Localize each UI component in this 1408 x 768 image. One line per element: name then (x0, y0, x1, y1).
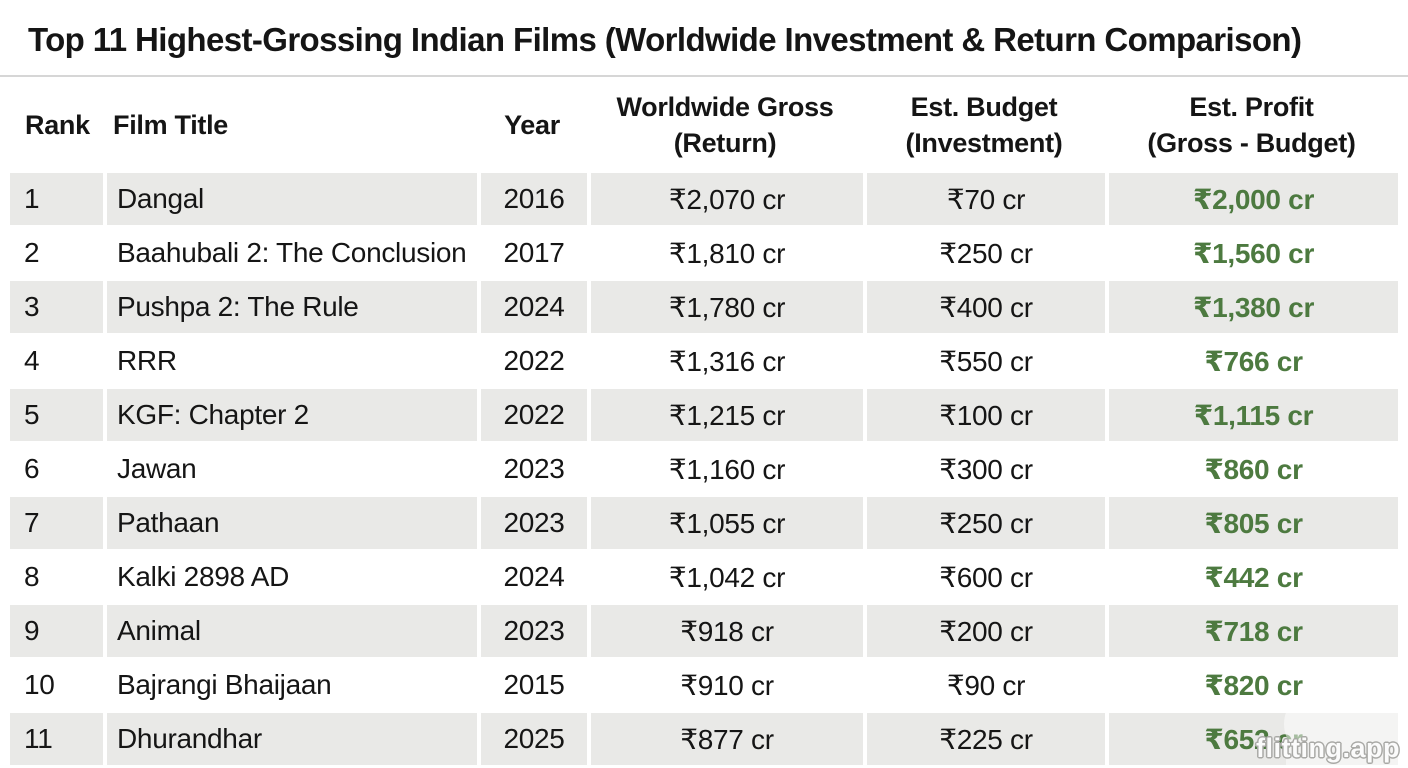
cell-gross: ₹1,810 cr (587, 227, 863, 281)
table-row: 10 Bajrangi Bhaijaan 2015 ₹910 cr ₹90 cr ₹820… (10, 659, 1398, 713)
cell-film: Kalki 2898 AD (103, 551, 477, 605)
col-header-label: Rank (25, 110, 90, 140)
cell-gross: ₹877 cr (587, 713, 863, 767)
table-row: 6 Jawan 2023 ₹1,160 cr ₹300 cr ₹860 cr (10, 443, 1398, 497)
cell-budget: ₹90 cr (863, 659, 1105, 713)
table-row: 2 Baahubali 2: The Conclusion 2017 ₹1,810 c… (10, 227, 1398, 281)
cell-film: Animal (103, 605, 477, 659)
cell-year: 2023 (477, 443, 587, 497)
cell-gross: ₹1,215 cr (587, 389, 863, 443)
cell-year: 2023 (477, 497, 587, 551)
table-row: 5 KGF: Chapter 2 2022 ₹1,215 cr ₹100 cr ₹1,11… (10, 389, 1398, 443)
title-bar: Top 11 Highest-Grossing Indian Films (Wo… (0, 0, 1408, 77)
cell-profit: ₹805 cr (1105, 497, 1398, 551)
cell-film: RRR (103, 335, 477, 389)
col-header-label: Year (504, 110, 560, 140)
cell-film: Baahubali 2: The Conclusion (103, 227, 477, 281)
col-header-sublabel: (Gross - Budget) (1147, 128, 1356, 158)
cell-year: 2017 (477, 227, 587, 281)
cell-budget: ₹250 cr (863, 497, 1105, 551)
cell-rank: 11 (10, 713, 103, 767)
cell-profit: ₹1,380 cr (1105, 281, 1398, 335)
cell-gross: ₹1,780 cr (587, 281, 863, 335)
cell-gross: ₹910 cr (587, 659, 863, 713)
col-header-est-profit: Est. Profit (Gross - Budget) (1105, 77, 1398, 173)
cell-rank: 2 (10, 227, 103, 281)
cell-rank: 6 (10, 443, 103, 497)
cell-budget: ₹200 cr (863, 605, 1105, 659)
cell-rank: 4 (10, 335, 103, 389)
cell-rank: 7 (10, 497, 103, 551)
cell-budget: ₹70 cr (863, 173, 1105, 227)
cell-rank: 8 (10, 551, 103, 605)
table-row: 4 RRR 2022 ₹1,316 cr ₹550 cr ₹766 cr (10, 335, 1398, 389)
cell-film: Dhurandhar (103, 713, 477, 767)
cell-rank: 9 (10, 605, 103, 659)
cell-rank: 1 (10, 173, 103, 227)
table-body: 1 Dangal 2016 ₹2,070 cr ₹70 cr ₹2,000 cr 2 Baah… (10, 173, 1398, 767)
cell-year: 2025 (477, 713, 587, 767)
table-row: 11 Dhurandhar 2025 ₹877 cr ₹225 cr ₹652 cr (10, 713, 1398, 767)
cell-budget: ₹300 cr (863, 443, 1105, 497)
cell-film: Pushpa 2: The Rule (103, 281, 477, 335)
cell-film: Dangal (103, 173, 477, 227)
cell-profit: ₹1,115 cr (1105, 389, 1398, 443)
cell-year: 2023 (477, 605, 587, 659)
col-header-rank: Rank (10, 77, 103, 173)
col-header-sublabel: (Investment) (905, 128, 1063, 158)
cell-budget: ₹400 cr (863, 281, 1105, 335)
watermark: flitting.app (1256, 690, 1408, 768)
col-header-est-budget: Est. Budget (Investment) (863, 77, 1105, 173)
cell-film: KGF: Chapter 2 (103, 389, 477, 443)
col-header-label: Worldwide Gross (616, 92, 834, 122)
table-header-row: Rank Film Title Year Worldwide Gross (Re… (10, 77, 1398, 173)
cell-gross: ₹1,316 cr (587, 335, 863, 389)
table-row: 8 Kalki 2898 AD 2024 ₹1,042 cr ₹600 cr ₹442 c… (10, 551, 1398, 605)
cell-year: 2016 (477, 173, 587, 227)
cell-year: 2024 (477, 281, 587, 335)
cell-profit: ₹442 cr (1105, 551, 1398, 605)
cell-budget: ₹600 cr (863, 551, 1105, 605)
col-header-worldwide-gross: Worldwide Gross (Return) (587, 77, 863, 173)
cell-film: Jawan (103, 443, 477, 497)
cell-rank: 5 (10, 389, 103, 443)
cell-profit: ₹718 cr (1105, 605, 1398, 659)
table-row: 1 Dangal 2016 ₹2,070 cr ₹70 cr ₹2,000 cr (10, 173, 1398, 227)
cell-budget: ₹225 cr (863, 713, 1105, 767)
col-header-sublabel: (Return) (673, 128, 777, 158)
table-row: 7 Pathaan 2023 ₹1,055 cr ₹250 cr ₹805 cr (10, 497, 1398, 551)
cell-film: Pathaan (103, 497, 477, 551)
cell-profit: ₹860 cr (1105, 443, 1398, 497)
cell-budget: ₹250 cr (863, 227, 1105, 281)
col-header-label: Est. Profit (1189, 92, 1314, 122)
col-header-label: Film Title (113, 110, 229, 140)
cell-budget: ₹100 cr (863, 389, 1105, 443)
watermark-label: flitting.app (1256, 733, 1400, 763)
cell-profit: ₹766 cr (1105, 335, 1398, 389)
cell-gross: ₹2,070 cr (587, 173, 863, 227)
cell-profit: ₹2,000 cr (1105, 173, 1398, 227)
table-row: 9 Animal 2023 ₹918 cr ₹200 cr ₹718 cr (10, 605, 1398, 659)
cell-gross: ₹1,055 cr (587, 497, 863, 551)
cell-profit: ₹820 cr (1105, 659, 1398, 713)
page-title: Top 11 Highest-Grossing Indian Films (Wo… (28, 21, 1302, 58)
col-header-film-title: Film Title (103, 77, 477, 173)
cell-film: Bajrangi Bhaijaan (103, 659, 477, 713)
cell-rank: 10 (10, 659, 103, 713)
films-table: Rank Film Title Year Worldwide Gross (Re… (10, 77, 1398, 767)
cell-gross: ₹918 cr (587, 605, 863, 659)
cell-gross: ₹1,042 cr (587, 551, 863, 605)
cell-year: 2015 (477, 659, 587, 713)
cell-year: 2022 (477, 389, 587, 443)
cell-rank: 3 (10, 281, 103, 335)
col-header-year: Year (477, 77, 587, 173)
cell-gross: ₹1,160 cr (587, 443, 863, 497)
cell-year: 2024 (477, 551, 587, 605)
cell-profit: ₹1,560 cr (1105, 227, 1398, 281)
col-header-label: Est. Budget (910, 92, 1058, 122)
table-row: 3 Pushpa 2: The Rule 2024 ₹1,780 cr ₹400 cr ₹… (10, 281, 1398, 335)
cell-budget: ₹550 cr (863, 335, 1105, 389)
cell-year: 2022 (477, 335, 587, 389)
